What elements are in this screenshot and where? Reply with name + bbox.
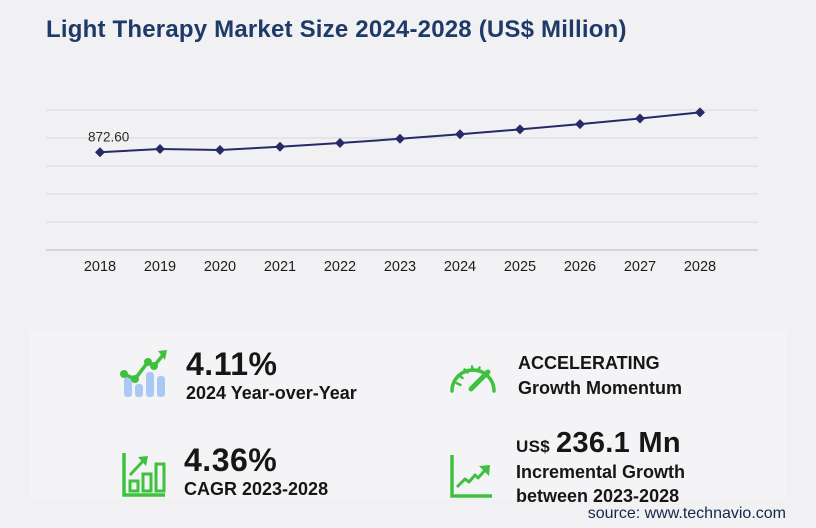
stats-panel: 4.11% 2024 Year-over-Year ACCELERATING G… [30,331,786,506]
bar-chart-growth-icon [122,453,166,497]
incremental-label-line2: between 2023-2028 [516,486,680,506]
line-chart-svg: 872.60 2018 2019 2020 2021 2022 2023 2024 2025 20… [46,107,758,275]
x-axis-label: 2027 [624,259,656,275]
x-axis-label: 2018 [84,259,116,275]
source-attribution: source: www.technavio.com [587,505,786,522]
incremental-label-line1: Incremental Growth [516,462,686,482]
page-title: Light Therapy Market Size 2024-2028 (US$… [46,16,627,43]
x-axis-label: 2025 [504,259,536,275]
x-axis-label: 2026 [564,259,596,275]
stat-yoy-growth: 4.11% 2024 Year-over-Year [118,347,357,405]
stat-cagr: 4.36% CAGR 2023-2028 [118,443,328,501]
market-size-line-chart: 872.60 2018 2019 2020 2021 2022 2023 2024 2025 20… [44,103,760,281]
speedometer-icon [450,365,496,393]
yoy-value: 4.11% [186,346,278,382]
yoy-label: 2024 Year-over-Year [186,383,357,403]
incremental-currency-prefix: US$ [516,437,550,456]
momentum-value: ACCELERATING [518,353,660,373]
x-axis-label: 2020 [204,259,236,275]
x-axis-label: 2023 [384,259,416,275]
x-axis-label: 2019 [144,259,176,275]
stat-incremental-growth: US$ 236.1 Mn Incremental Growth between … [448,427,685,508]
x-axis-label: 2024 [444,259,476,275]
axis-growth-arrow-icon [450,455,492,498]
x-axis-label: 2028 [684,259,716,275]
stat-growth-momentum: ACCELERATING Growth Momentum [448,351,682,401]
cagr-label: CAGR 2023-2028 [184,479,329,499]
cagr-value: 4.36% [184,442,278,478]
bar-trend-arrow-icon [120,350,167,397]
momentum-label: Growth Momentum [518,378,682,398]
x-axis-label: 2022 [324,259,356,275]
incremental-value: 236.1 Mn [555,427,681,459]
x-axis-label: 2021 [264,259,296,275]
first-point-data-label: 872.60 [88,129,129,144]
